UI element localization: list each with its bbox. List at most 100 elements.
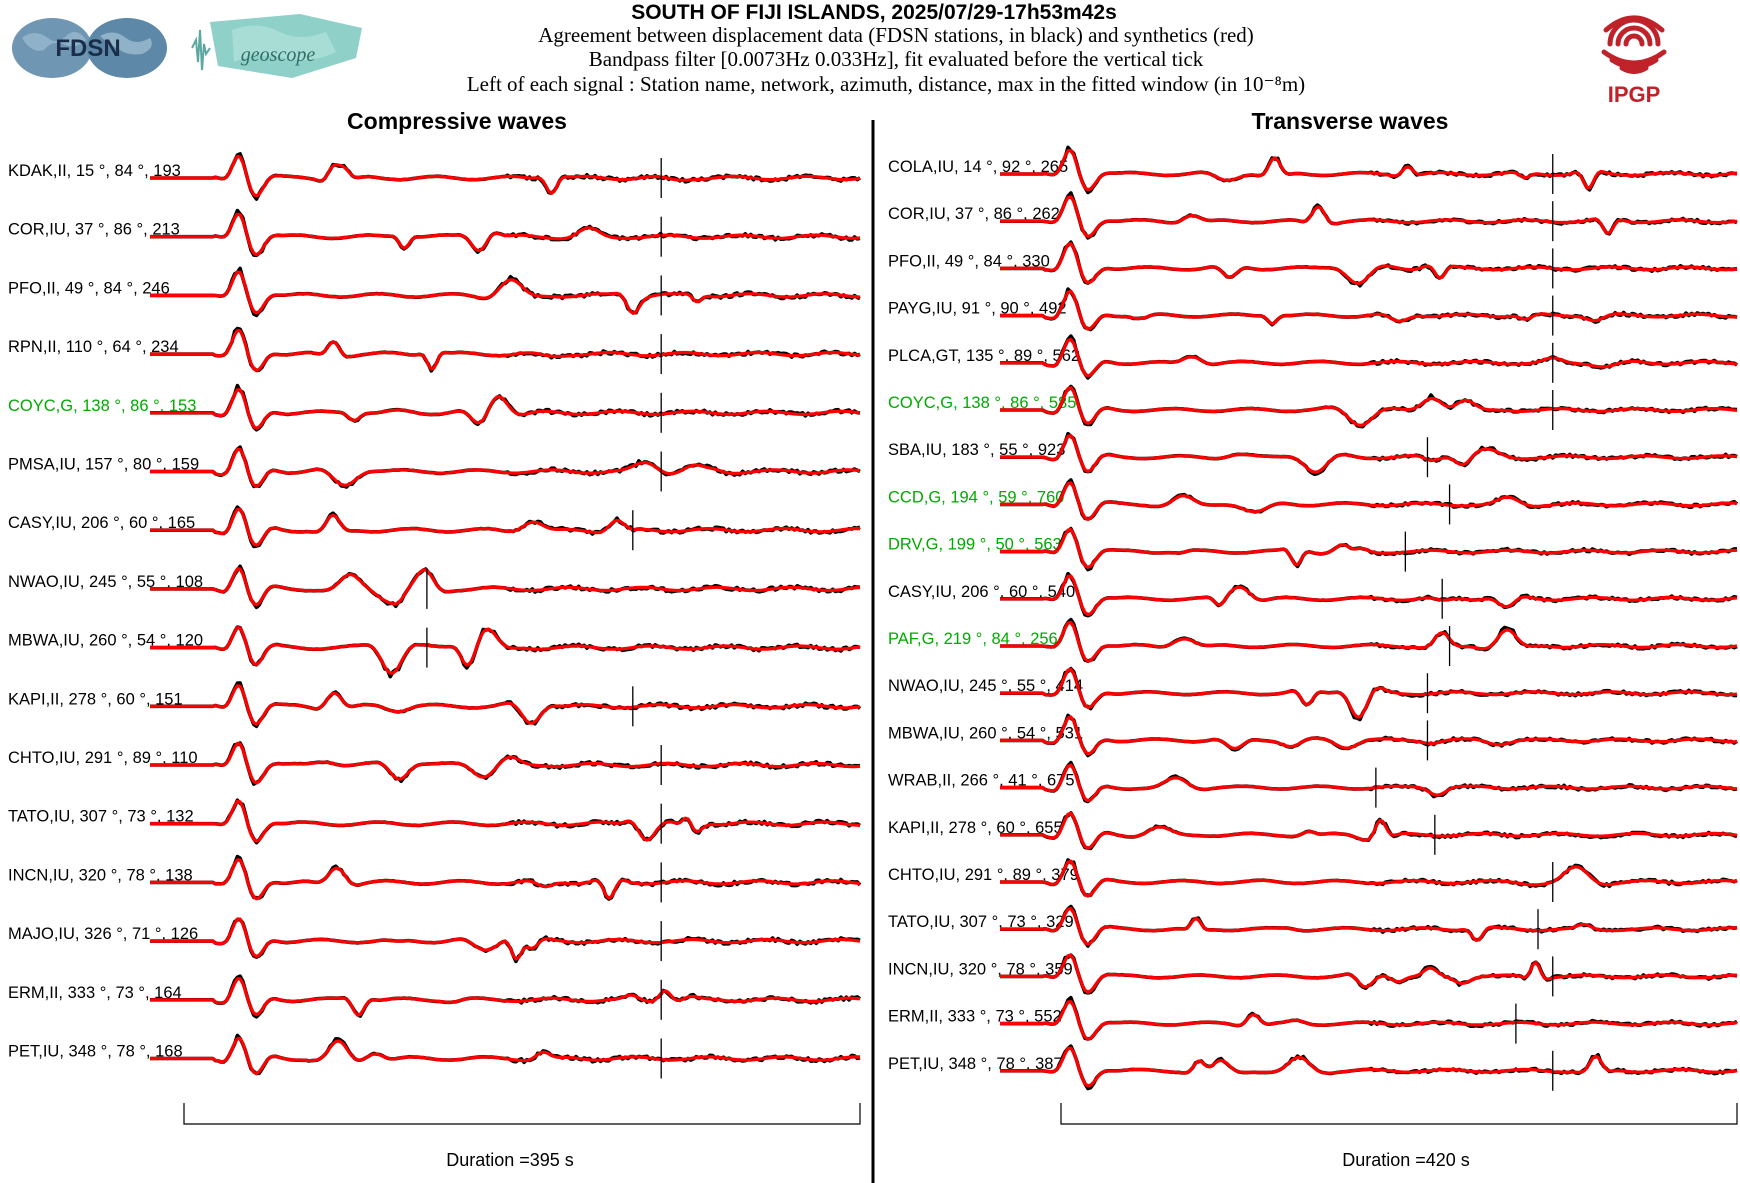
data-trace (1000, 571, 1738, 618)
panel-title-transverse: Transverse waves (1252, 108, 1449, 134)
synthetic-trace (150, 684, 861, 726)
station-label: PET,IU, 348 °, 78 °, 168 (8, 1043, 183, 1061)
station-row: PMSA,IU, 157 °, 80 °, 159 (8, 445, 861, 492)
compressive-panel: KDAK,II, 15 °, 84 °, 193 COR,IU, 37 °, 86… (8, 152, 862, 1079)
synthetic-trace (1000, 1000, 1738, 1041)
synthetic-trace (150, 858, 861, 901)
station-label: CASY,IU, 206 °, 60 °, 540 (888, 583, 1075, 601)
station-row: CASY,IU, 206 °, 60 °, 165 (8, 505, 861, 551)
synthetic-trace (1000, 763, 1738, 803)
panel-title-compressive: Compressive waves (347, 108, 567, 134)
data-trace (150, 505, 861, 549)
station-label: CASY,IU, 206 °, 60 °, 165 (8, 514, 195, 532)
station-label: MBWA,IU, 260 °, 54 °, 531 (888, 724, 1083, 742)
data-trace (150, 854, 862, 901)
figure-subtitle-1: Agreement between displacement data (FDS… (538, 23, 1254, 47)
fdsn-logo-text: FDSN (55, 35, 120, 62)
data-trace (1000, 334, 1738, 380)
synthetic-trace (1000, 715, 1737, 756)
data-trace (1000, 478, 1739, 521)
data-trace (150, 208, 861, 258)
synthetic-trace (150, 328, 861, 373)
station-label: MBWA,IU, 260 °, 54 °, 120 (8, 632, 203, 650)
station-label: DRV,G, 199 °, 50 °, 563 (888, 536, 1062, 554)
synthetic-trace (150, 626, 861, 675)
station-row: KDAK,II, 15 °, 84 °, 193 (8, 152, 861, 201)
data-trace (1000, 617, 1738, 663)
duration-label-transverse: Duration =420 s (1342, 1150, 1470, 1170)
synthetic-trace (1000, 620, 1738, 663)
station-label: KDAK,II, 15 °, 84 °, 193 (8, 162, 181, 180)
station-row: DRV,G, 199 °, 50 °, 563 (888, 526, 1738, 572)
station-label: PAYG,IU, 91 °, 90 °, 492 (888, 300, 1067, 318)
synthetic-trace (1000, 481, 1738, 522)
data-trace (1000, 191, 1738, 240)
figure-title: SOUTH OF FIJI ISLANDS, 2025/07/29-17h53m… (631, 1, 1117, 24)
station-label: COYC,G, 138 °, 86 °, 585 (888, 394, 1076, 412)
data-trace (1000, 995, 1738, 1041)
station-label: PET,IU, 348 °, 78 °, 387 (888, 1055, 1063, 1073)
synthetic-trace (1000, 907, 1738, 946)
station-row: PLCA,GT, 135 °, 89 °, 562 (888, 334, 1738, 383)
synthetic-trace (150, 1037, 860, 1076)
station-row: RPN,II, 110 °, 64 °, 234 (8, 326, 861, 375)
data-trace (150, 445, 861, 489)
station-row: COLA,IU, 14 °, 92 °, 265 (888, 145, 1738, 195)
data-trace (1000, 760, 1738, 804)
fdsn-logo: FDSN (12, 18, 167, 78)
duration-bracket-transverse (1060, 1103, 1738, 1125)
synthetic-trace (150, 977, 861, 1017)
station-label: CHTO,IU, 291 °, 89 °, 379 (888, 866, 1079, 884)
station-row: ERM,II, 333 °, 73 °, 164 (8, 974, 862, 1020)
synthetic-trace (150, 567, 861, 607)
figure-subtitle-3: Left of each signal : Station name, netw… (467, 72, 1305, 96)
geoscope-logo: geoscope (191, 14, 362, 78)
synthetic-trace (150, 154, 861, 198)
synthetic-trace (1000, 434, 1738, 474)
station-label: COR,IU, 37 °, 86 °, 213 (8, 221, 180, 239)
station-row: COYC,G, 138 °, 86 °, 153 (8, 383, 861, 433)
synthetic-trace (150, 917, 861, 961)
station-label: NWAO,IU, 245 °, 55 °, 414 (888, 677, 1083, 695)
station-row: PET,IU, 348 °, 78 °, 387 (888, 1044, 1738, 1091)
station-label: TATO,IU, 307 °, 73 °, 132 (8, 808, 194, 826)
figure-subtitle-2: Bandpass filter [0.0073Hz 0.033Hz], fit … (589, 47, 1204, 71)
station-label: PAF,G, 219 °, 84 °, 256 (888, 630, 1058, 648)
station-row: KAPI,II, 278 °, 60 °, 655 (888, 811, 1738, 855)
station-label: COLA,IU, 14 °, 92 °, 265 (888, 158, 1068, 176)
station-label: PFO,II, 49 °, 84 °, 246 (8, 279, 170, 297)
station-label: MAJO,IU, 326 °, 71 °, 126 (8, 925, 198, 943)
station-label: WRAB,II, 266 °, 41 °, 675 (888, 772, 1075, 790)
ipgp-logo: IPGP (1601, 15, 1667, 107)
station-row: NWAO,IU, 245 °, 55 °, 414 (888, 666, 1738, 722)
synthetic-trace (150, 741, 861, 785)
synthetic-trace (1000, 859, 1738, 898)
synthetic-trace (1000, 148, 1738, 192)
station-row: MAJO,IU, 326 °, 71 °, 126 (8, 917, 861, 964)
data-trace (150, 326, 861, 373)
station-row: CHTO,IU, 291 °, 89 °, 110 (8, 741, 861, 786)
data-trace (1000, 287, 1738, 332)
station-label: CCD,G, 194 °, 59 °, 760 (888, 488, 1064, 506)
station-row: CASY,IU, 206 °, 60 °, 540 (888, 571, 1738, 619)
station-row: CHTO,IU, 291 °, 89 °, 379 (888, 858, 1738, 902)
station-label: SBA,IU, 183 °, 55 °, 923 (888, 441, 1065, 459)
synthetic-trace (1000, 242, 1738, 285)
duration-label-compressive: Duration =395 s (446, 1150, 574, 1170)
station-label: KAPI,II, 278 °, 60 °, 655 (888, 819, 1063, 837)
station-label: COR,IU, 37 °, 86 °, 262 (888, 205, 1060, 223)
station-row: PET,IU, 348 °, 78 °, 168 (8, 1033, 861, 1079)
data-trace (1000, 240, 1738, 288)
synthetic-trace (1000, 195, 1738, 238)
station-row: INCN,IU, 320 °, 78 °, 359 (888, 953, 1738, 997)
station-row: ERM,II, 333 °, 73 °, 552 (888, 995, 1738, 1044)
data-trace (150, 1033, 861, 1076)
station-row: TATO,IU, 307 °, 73 °, 329 (888, 904, 1738, 950)
data-trace (1000, 713, 1738, 758)
synthetic-trace (150, 507, 860, 547)
synthetic-trace (1000, 337, 1738, 378)
data-trace (150, 974, 862, 1019)
synthetic-trace (1000, 1046, 1738, 1088)
transverse-panel: COLA,IU, 14 °, 92 °, 265 COR,IU, 37 °, 86… (888, 145, 1739, 1091)
